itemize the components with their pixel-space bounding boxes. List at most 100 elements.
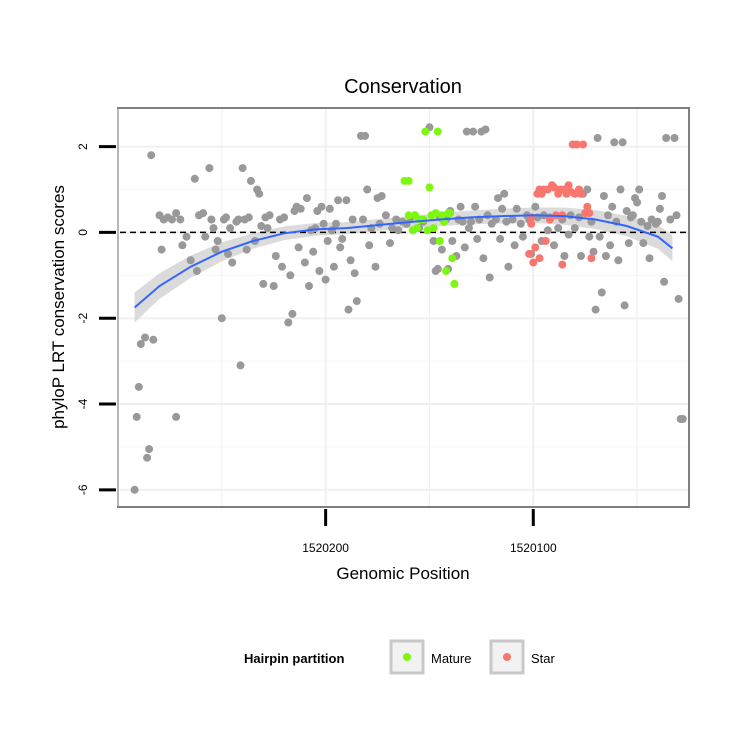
point-other: [182, 232, 191, 241]
y-tick-label: -4: [76, 398, 90, 409]
point-star: [550, 183, 558, 192]
point-other: [342, 196, 351, 205]
point-other: [302, 194, 311, 203]
point-other: [458, 217, 467, 226]
point-other: [554, 224, 563, 233]
x-tick-label: 1520200: [302, 541, 349, 555]
point-other: [512, 204, 521, 213]
point-other: [381, 211, 390, 220]
point-other: [201, 232, 210, 241]
point-other: [134, 382, 143, 391]
point-other: [674, 294, 683, 303]
point-other: [257, 222, 266, 230]
point-other: [329, 262, 338, 271]
point-star: [583, 202, 592, 211]
point-other: [633, 198, 642, 207]
point-star: [525, 249, 534, 258]
point-other: [496, 234, 505, 243]
legend-label-star: Star: [531, 651, 556, 666]
point-other: [672, 211, 681, 220]
point-other: [608, 202, 617, 211]
point-other: [147, 151, 156, 160]
legend: Hairpin partition Mature Star: [244, 639, 556, 675]
point-mature: [425, 183, 434, 192]
point-other: [473, 234, 482, 243]
point-other: [386, 239, 394, 248]
point-mature: [450, 279, 459, 288]
point-other: [222, 213, 230, 222]
point-mature: [419, 215, 428, 224]
point-other: [483, 211, 492, 220]
point-other: [658, 192, 666, 200]
point-other: [172, 209, 181, 218]
point-other: [469, 127, 478, 136]
point-other: [348, 215, 357, 224]
point-other: [363, 185, 372, 194]
y-tick-label: -6: [76, 484, 90, 495]
point-other: [437, 245, 446, 254]
point-other: [604, 211, 612, 220]
smooth-curve: [133, 214, 674, 309]
point-other: [143, 453, 152, 462]
point-other: [394, 226, 403, 235]
point-star: [577, 189, 585, 198]
point-star: [564, 181, 573, 190]
point-other: [456, 202, 465, 211]
point-other: [265, 211, 274, 220]
point-other: [624, 239, 633, 248]
point-other: [361, 131, 370, 140]
point-other: [479, 254, 488, 263]
point-other: [259, 279, 268, 288]
point-other: [305, 282, 313, 290]
point-other: [593, 134, 602, 142]
point-other: [622, 207, 631, 215]
point-other: [570, 224, 579, 233]
point-other: [350, 269, 359, 278]
point-other: [224, 249, 232, 258]
point-other: [500, 189, 509, 198]
point-other: [660, 277, 669, 286]
point-other: [550, 241, 558, 250]
point-other: [246, 176, 255, 185]
point-other: [637, 217, 646, 226]
point-mature: [413, 224, 421, 233]
point-other: [502, 217, 511, 226]
point-other: [280, 213, 289, 222]
point-other: [429, 237, 438, 245]
point-other: [157, 245, 166, 254]
point-other: [338, 234, 347, 243]
point-other: [271, 252, 280, 260]
point-mature: [448, 254, 457, 263]
point-other: [597, 288, 606, 297]
point-other: [467, 217, 475, 226]
point-other: [471, 202, 480, 211]
point-other: [464, 224, 473, 233]
point-other: [377, 192, 386, 200]
point-star: [579, 140, 588, 149]
point-other: [309, 247, 318, 256]
point-other: [606, 241, 615, 250]
point-other: [448, 237, 457, 245]
chart-title: Conservation: [344, 76, 462, 98]
point-other: [336, 243, 345, 252]
point-other: [226, 224, 235, 233]
point-other: [662, 134, 671, 142]
point-mature: [435, 237, 444, 245]
point-other: [263, 224, 272, 233]
point-other: [494, 194, 502, 203]
point-other: [186, 256, 195, 265]
point-other: [176, 215, 185, 224]
point-other: [255, 189, 264, 198]
point-other: [433, 264, 442, 273]
point-other: [508, 215, 517, 224]
point-other: [610, 138, 619, 147]
point-other: [628, 211, 637, 220]
y-tick-label: 2: [76, 143, 90, 150]
point-star: [558, 260, 567, 269]
point-other: [616, 185, 625, 194]
point-star: [535, 254, 544, 263]
point-other: [614, 256, 623, 265]
legend-label-mature: Mature: [431, 651, 471, 666]
point-other: [577, 252, 585, 260]
point-other: [205, 164, 214, 173]
